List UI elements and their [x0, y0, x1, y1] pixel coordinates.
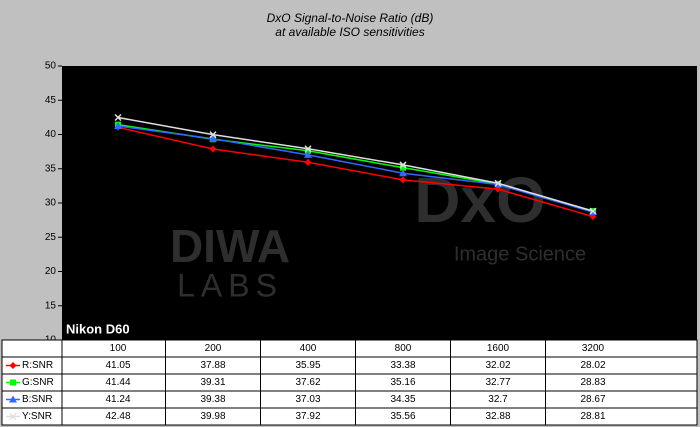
- table-value: 28.83: [580, 377, 605, 388]
- x-tick-label: 3200: [582, 343, 605, 354]
- chart-subtitle: at available ISO sensitivities: [275, 25, 424, 39]
- table-value: 39.98: [200, 411, 225, 422]
- data-point: [114, 122, 122, 130]
- x-tick-label: 100: [110, 343, 127, 354]
- series-line: [117, 125, 594, 213]
- table-value: 34.35: [390, 394, 415, 405]
- table-value: 37.62: [295, 377, 320, 388]
- legend-label: R:SNR: [22, 360, 53, 371]
- table-value: 37.92: [295, 411, 320, 422]
- x-tick-label: 1600: [487, 343, 510, 354]
- watermark: Image Science: [454, 243, 586, 265]
- table-value: 41.44: [105, 377, 130, 388]
- table-value: 37.88: [200, 360, 225, 371]
- table-value: 32.88: [485, 411, 510, 422]
- table-value: 41.05: [105, 360, 130, 371]
- watermark: LABS: [177, 267, 283, 303]
- table-value: 35.56: [390, 411, 415, 422]
- data-point: [304, 158, 312, 166]
- y-tick-label: 50: [45, 61, 57, 72]
- data-point: [399, 169, 407, 177]
- data-point: [209, 131, 217, 139]
- table-value: 32.02: [485, 360, 510, 371]
- annotation: Nikon D60: [66, 321, 130, 336]
- table-value: 42.48: [105, 411, 130, 422]
- data-point: [589, 207, 597, 215]
- legend-marker: [10, 379, 16, 386]
- x-tick-label: 200: [205, 343, 222, 354]
- series-line: [117, 116, 594, 212]
- series-line: [117, 126, 594, 218]
- y-tick-label: 20: [45, 266, 57, 277]
- data-point: [305, 147, 311, 154]
- data-point: [400, 164, 406, 171]
- y-tick-label: 35: [45, 163, 57, 174]
- y-tick-label: 45: [45, 95, 57, 106]
- table-value: 35.16: [390, 377, 415, 388]
- legend-marker: [9, 395, 17, 403]
- x-tick-label: 800: [395, 343, 412, 354]
- legend-marker: [9, 412, 17, 421]
- plot-area: [62, 66, 697, 340]
- y-tick-label: 25: [45, 232, 57, 243]
- watermark: DIWA: [170, 220, 290, 272]
- y-tick-label: 30: [45, 198, 57, 209]
- table-value: 35.95: [295, 360, 320, 371]
- table-value: 39.38: [200, 394, 225, 405]
- data-point: [304, 150, 312, 158]
- table-value: 33.38: [390, 360, 415, 371]
- table-value: 32.7: [488, 394, 508, 405]
- table-value: 32.77: [485, 377, 510, 388]
- y-tick-label: 40: [45, 129, 57, 140]
- table-value: 28.67: [580, 394, 605, 405]
- data-table: [1, 339, 698, 426]
- y-tick-label: 15: [45, 300, 57, 311]
- x-tick-label: 400: [300, 343, 317, 354]
- data-point: [399, 161, 407, 169]
- legend-label: B:SNR: [22, 394, 53, 405]
- data-point: [209, 145, 217, 153]
- legend-label: G:SNR: [22, 377, 54, 388]
- data-point: [304, 145, 312, 153]
- table-value: 39.31: [200, 377, 225, 388]
- watermark: DxO: [414, 164, 546, 236]
- table-value: 37.03: [295, 394, 320, 405]
- chart-title: DxO Signal-to-Noise Ratio (dB): [267, 11, 434, 25]
- data-point: [209, 134, 217, 142]
- table-value: 41.24: [105, 394, 130, 405]
- legend-marker: [9, 362, 17, 369]
- legend-label: Y:SNR: [22, 411, 52, 422]
- table-value: 28.02: [580, 360, 605, 371]
- data-point: [399, 176, 407, 184]
- table-value: 28.81: [580, 411, 605, 422]
- data-point: [114, 113, 122, 122]
- data-point: [494, 179, 502, 187]
